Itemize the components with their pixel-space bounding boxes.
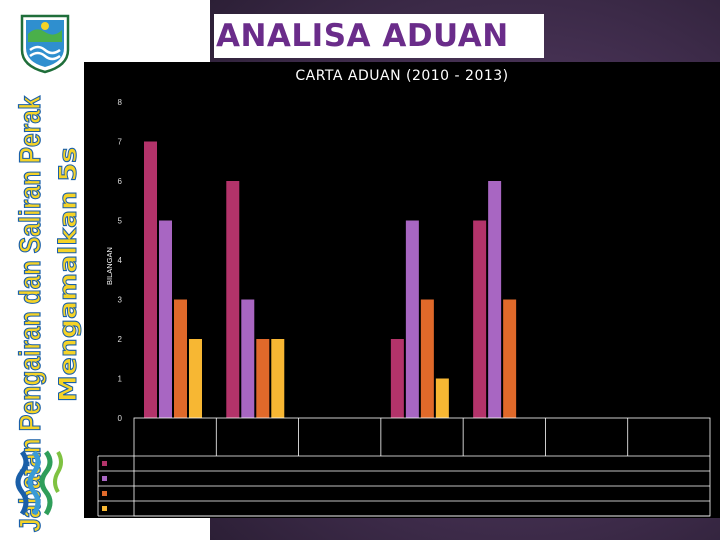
bar-series-3-cat-5	[503, 299, 517, 418]
bar-series-1-cat-1	[144, 141, 157, 418]
legend-swatch	[102, 506, 107, 511]
y-tick-label: 4	[118, 256, 123, 265]
bar-series-4-cat-4	[435, 378, 449, 418]
bar-series-3-cat-2	[256, 339, 270, 418]
page-title: ANALISA ADUAN	[214, 14, 544, 58]
bar-series-2-cat-1	[159, 220, 172, 418]
y-tick-label: 0	[118, 414, 123, 423]
legend-swatch	[102, 461, 107, 466]
y-tick-label: 6	[118, 177, 123, 186]
bar-chart: 0 1 2 3 4 5 6 7 8 BILANGAN	[97, 98, 711, 517]
bar-series-4-cat-2	[271, 339, 285, 418]
y-tick-label: 5	[118, 217, 123, 226]
water-waves-icon	[15, 450, 63, 516]
bar-series-2-cat-2	[241, 299, 255, 418]
y-tick-label: 2	[118, 335, 123, 344]
side-banner: Jabatan Pengairan dan Saliran Perak Meng…	[13, 95, 82, 532]
y-tick-label: 8	[118, 98, 123, 107]
legend-swatch	[102, 491, 107, 496]
bar-series-1-cat-5	[473, 220, 487, 418]
y-tick-label: 1	[118, 375, 123, 384]
y-tick-label: 7	[118, 138, 123, 147]
bar-series-2-cat-4	[405, 220, 419, 418]
legend-swatch	[102, 476, 107, 481]
department-logo-icon	[20, 14, 70, 74]
side-text-motto: Mengamalkan 5s	[54, 147, 82, 402]
bar-series-2-cat-5	[488, 181, 502, 418]
chart-panel: CARTA ADUAN (2010 - 2013) 0 1 2 3 4 5 6 7 8 BILAN…	[84, 62, 720, 518]
y-tick-label: 3	[118, 296, 123, 305]
side-text-department: Jabatan Pengairan dan Saliran Perak	[14, 96, 47, 532]
bar-series-4-cat-1	[189, 339, 202, 418]
y-axis-label: BILANGAN	[105, 247, 114, 285]
chart-title: CARTA ADUAN (2010 - 2013)	[295, 68, 509, 84]
bar-series-1-cat-4	[390, 339, 404, 418]
bar-series-3-cat-1	[174, 299, 187, 418]
bar-series-1-cat-2	[226, 181, 240, 418]
bar-series-3-cat-4	[420, 299, 434, 418]
